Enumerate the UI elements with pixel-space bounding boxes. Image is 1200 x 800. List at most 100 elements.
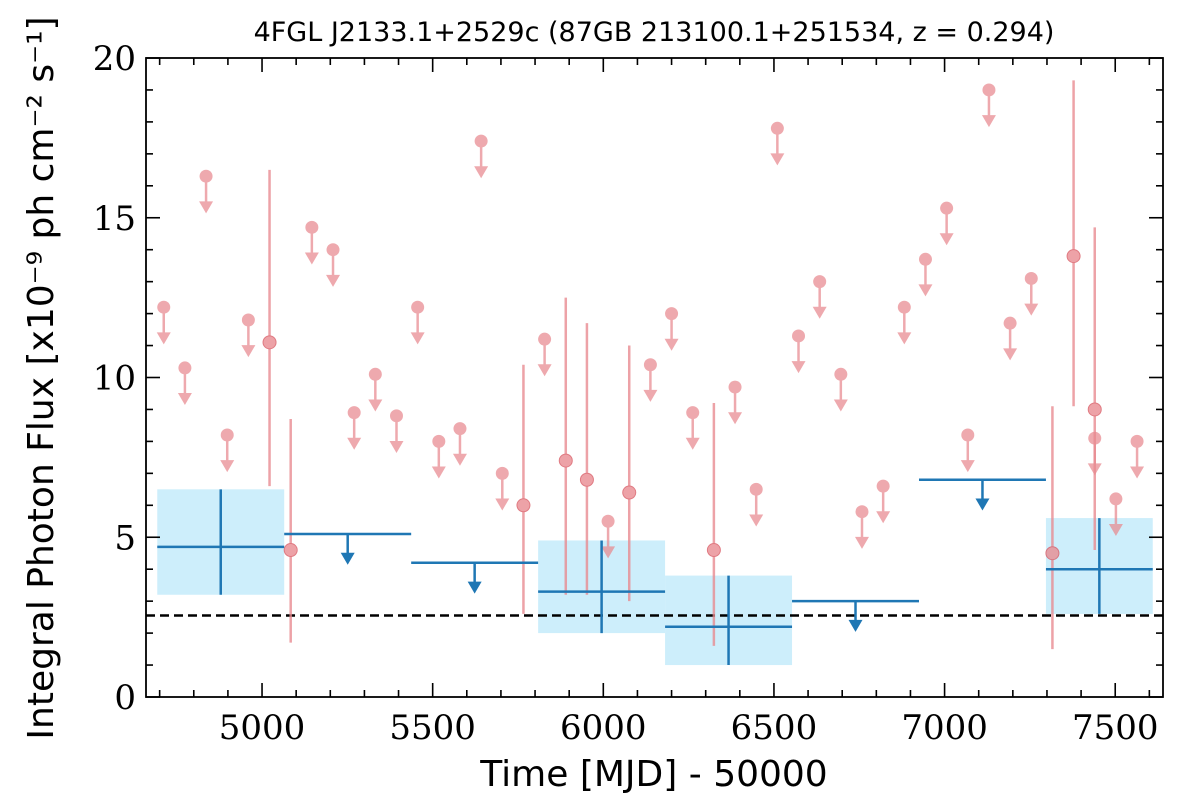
upper-limit-arrowhead — [177, 393, 192, 406]
upper-limit-point — [918, 252, 933, 297]
upper-limit-point — [939, 201, 954, 246]
upper-limit-arrowhead — [199, 201, 214, 214]
upper-limit-arrowhead — [389, 440, 404, 453]
detection-point — [262, 169, 277, 487]
detection-marker — [516, 498, 531, 513]
upper-limit-arrowhead — [347, 437, 362, 450]
upper-limit-marker — [453, 422, 467, 436]
upper-limit-arrowhead — [1108, 524, 1123, 537]
upper-limit-arrowhead — [728, 412, 743, 425]
upper-limit-point — [876, 479, 891, 524]
upper-limit-point — [347, 406, 362, 450]
upper-limit-marker — [665, 307, 679, 321]
upper-limit-point — [812, 275, 827, 319]
upper-limit-marker — [1109, 492, 1123, 506]
upper-limit-arrowhead — [1003, 348, 1018, 361]
chart-title: 4FGL J2133.1+2529c (87GB 213100.1+251534… — [254, 17, 1055, 48]
detection-marker — [1066, 249, 1081, 264]
upper-limit-arrowhead — [981, 115, 996, 128]
upper-limit-marker — [1130, 434, 1144, 448]
axis-layer: 5000 5500 6000 6500 7000 7500 0 5 10 15 20 — [93, 39, 1164, 748]
upper-limit-arrowhead — [749, 514, 764, 527]
upper-limit-arrowhead — [939, 233, 954, 246]
upper-limit-arrowhead — [241, 345, 256, 358]
upper-limit-point — [833, 367, 848, 412]
upper-limit-marker — [749, 482, 763, 496]
upper-limit-point — [156, 300, 171, 345]
detection-point — [558, 297, 573, 595]
upper-limit-marker — [241, 313, 255, 327]
detection-marker — [579, 472, 594, 487]
upper-limit-arrowhead — [410, 332, 425, 345]
detection-marker — [283, 543, 298, 558]
upper-limit-arrowhead — [685, 437, 700, 450]
upper-limit-arrowhead — [1024, 303, 1039, 316]
upper-limit-arrowhead — [304, 252, 319, 265]
upper-limit-point — [960, 428, 975, 473]
upper-limit-point — [326, 243, 341, 287]
upper-limit-point — [749, 482, 764, 527]
detection-marker — [706, 543, 721, 558]
upper-limit-point — [664, 307, 679, 351]
upper-limit-marker — [220, 428, 234, 442]
detection-point — [579, 323, 594, 595]
upper-limit-marker — [940, 201, 954, 215]
upper-limit-marker — [643, 358, 657, 372]
x-tick-label: 7000 — [901, 708, 988, 748]
upper-limit-marker — [305, 220, 319, 234]
upper-limit-marker — [1024, 271, 1038, 285]
binned-limit-arrowhead — [340, 552, 355, 565]
x-tick-label: 5500 — [389, 708, 476, 748]
upper-limit-marker — [813, 275, 827, 289]
upper-limit-marker — [326, 243, 340, 257]
binned-limit-arrowhead — [467, 581, 482, 594]
y-tick-label: 10 — [93, 359, 136, 399]
upper-limit-marker — [728, 380, 742, 394]
upper-limit-arrowhead — [220, 460, 235, 473]
upper-limit-arrowhead — [854, 536, 869, 549]
upper-limit-arrowhead — [770, 153, 785, 166]
upper-limit-point — [854, 505, 869, 549]
y-tick-label: 5 — [114, 518, 136, 558]
detection-point — [1087, 227, 1102, 551]
upper-limit-point — [770, 121, 785, 166]
upper-limit-point — [495, 466, 510, 511]
upper-limit-arrowhead — [1130, 466, 1145, 479]
upper-limit-point — [410, 300, 425, 345]
upper-limit-arrowhead — [495, 498, 510, 511]
detection-point — [516, 364, 531, 614]
upper-limit-marker — [368, 367, 382, 381]
plot-layer — [146, 80, 1163, 666]
upper-limit-marker — [538, 332, 552, 346]
upper-limit-point — [241, 313, 256, 358]
upper-limit-point — [389, 409, 404, 453]
upper-limit-point — [897, 300, 912, 345]
upper-limit-arrowhead — [664, 338, 679, 351]
upper-limit-point — [1003, 316, 1018, 361]
upper-limit-marker — [876, 479, 890, 493]
upper-limit-marker — [855, 505, 869, 519]
upper-limit-point — [474, 134, 489, 179]
upper-limit-arrowhead — [601, 546, 616, 559]
y-tick-label: 15 — [93, 199, 136, 239]
upper-limit-point — [199, 169, 214, 214]
upper-limit-marker — [686, 406, 700, 420]
upper-limit-point — [368, 367, 383, 412]
y-tick-label: 0 — [114, 678, 136, 718]
upper-limit-point — [537, 332, 552, 377]
upper-limit-marker — [918, 252, 932, 266]
upper-limit-marker — [178, 361, 192, 375]
upper-limit-arrowhead — [452, 453, 467, 466]
upper-limit-marker — [961, 428, 975, 442]
detection-marker — [622, 485, 637, 500]
y-tick-label: 20 — [93, 39, 136, 79]
upper-limit-arrowhead — [156, 332, 171, 345]
upper-limit-point — [1130, 434, 1145, 479]
upper-limit-arrowhead — [897, 332, 912, 345]
upper-limit-arrowhead — [474, 166, 489, 179]
detection-marker — [558, 453, 573, 468]
upper-limit-point — [643, 358, 658, 402]
upper-limit-point — [431, 434, 446, 479]
upper-limit-point — [685, 406, 700, 450]
